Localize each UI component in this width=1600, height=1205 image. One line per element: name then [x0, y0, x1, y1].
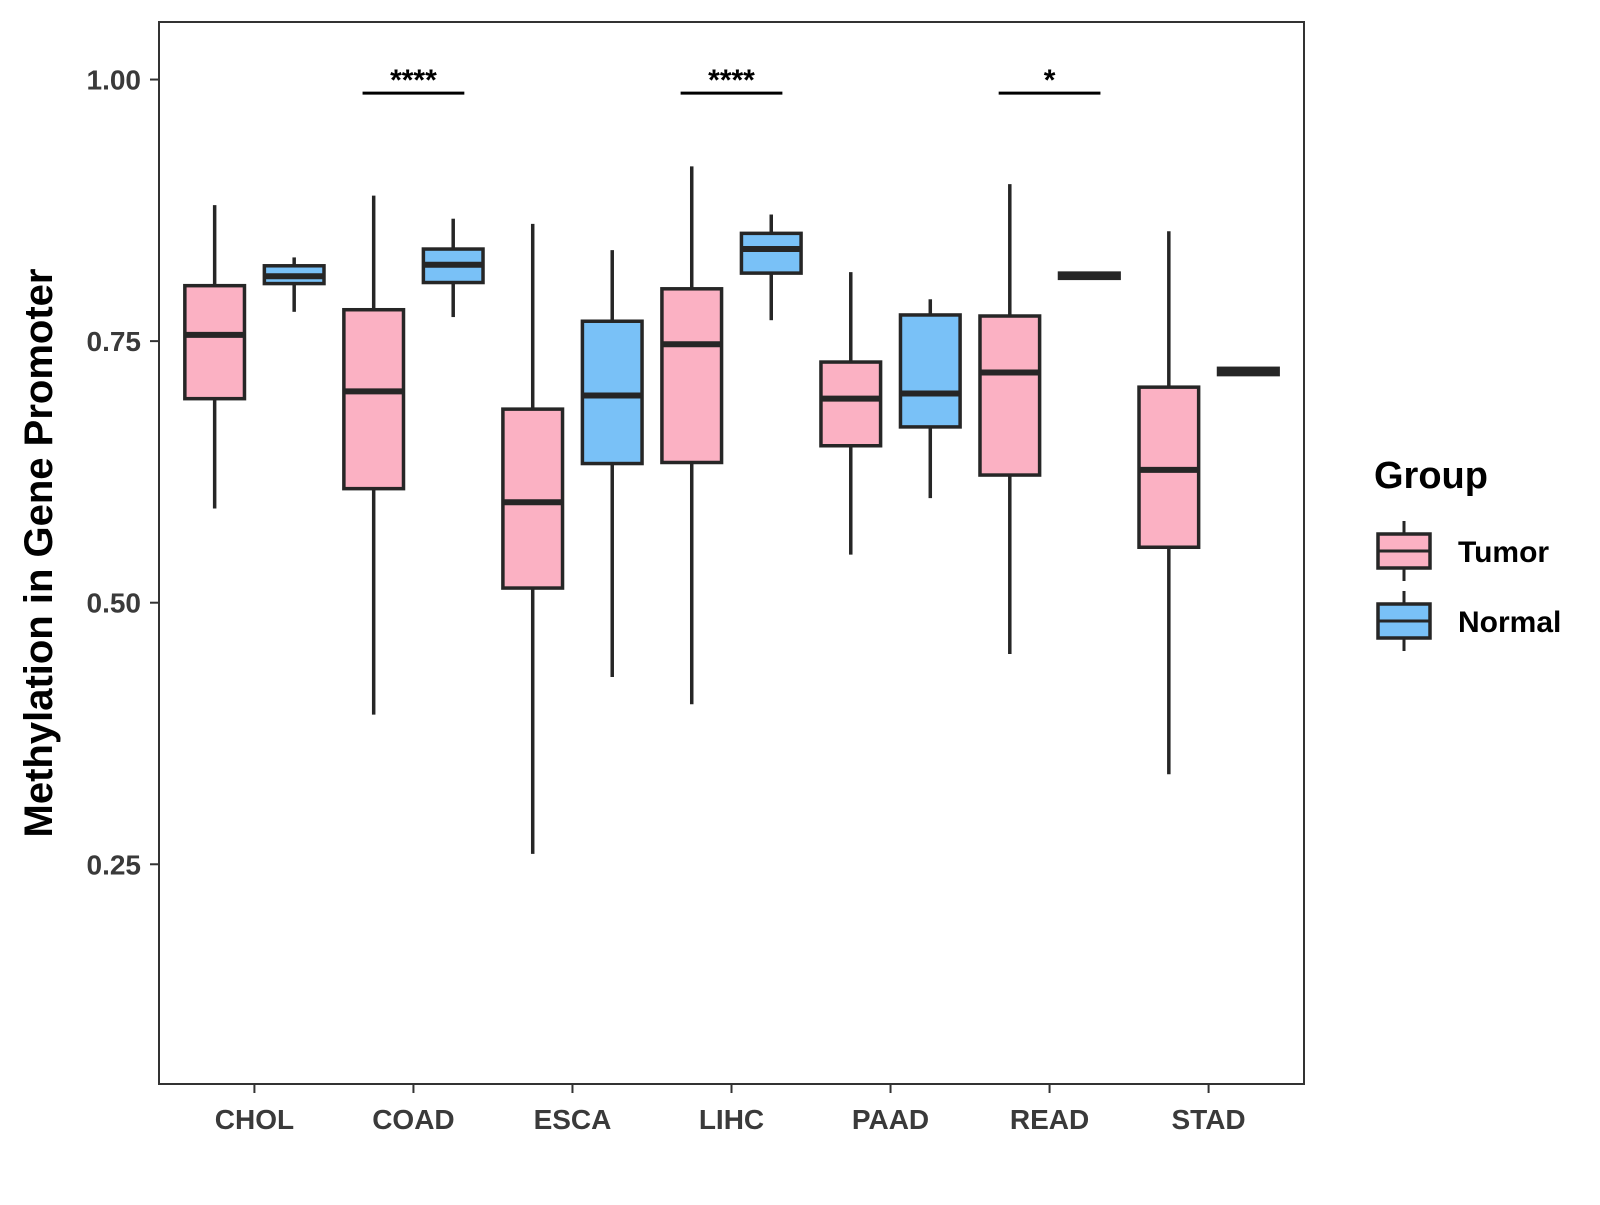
x-tick-label: LIHC [699, 1104, 764, 1135]
box-tumor-chol [183, 205, 247, 509]
y-axis: 0.25 0.50 0.75 1.00 [87, 65, 159, 880]
box-iqr [342, 307, 406, 491]
legend-entry-normal: Normal [1376, 591, 1561, 651]
box-iqr [898, 313, 962, 429]
box-tumor-stad [1137, 231, 1201, 775]
y-tick-label: 1.00 [87, 65, 142, 96]
box-normal-lihc [739, 214, 803, 321]
legend-label: Normal [1458, 606, 1561, 639]
box-tumor-coad [342, 195, 406, 715]
box-iqr [580, 319, 644, 466]
box-tumor-paad [819, 272, 883, 555]
legend-entry-tumor: Tumor [1376, 521, 1549, 581]
box-iqr [819, 360, 883, 448]
box-iqr [183, 283, 247, 401]
box-tumor-lihc [660, 166, 724, 705]
box-normal-esca [580, 250, 644, 677]
box-tumor-read [978, 184, 1042, 654]
legend-title: Group [1374, 455, 1488, 497]
significance-annotations: **** **** * [362, 64, 1101, 97]
box-normal-read [1057, 271, 1121, 281]
y-tick-label: 0.75 [87, 326, 142, 357]
y-tick-label: 0.50 [87, 588, 142, 619]
box-tumor-esca [501, 223, 565, 854]
x-tick-label: READ [1010, 1104, 1089, 1135]
boxplot-marks [183, 166, 1280, 854]
significance-label: **** [708, 64, 755, 97]
x-tick-label: CHOL [215, 1104, 294, 1135]
box-iqr [978, 314, 1042, 477]
x-tick-label: COAD [372, 1104, 454, 1135]
legend: Group Tumor Normal [1374, 455, 1561, 651]
x-tick-label: ESCA [534, 1104, 612, 1135]
x-tick-label: STAD [1172, 1104, 1246, 1135]
legend-label: Tumor [1458, 536, 1549, 569]
box-iqr [739, 231, 803, 275]
box-normal-coad [421, 218, 485, 318]
box-normal-stad [1216, 366, 1280, 377]
box-normal-chol [262, 257, 326, 312]
x-tick-label: PAAD [852, 1104, 929, 1135]
significance-label: * [1044, 64, 1056, 97]
x-axis: CHOL COAD ESCA LIHC PAAD READ STAD [215, 1084, 1246, 1135]
y-tick-label: 0.25 [87, 849, 142, 880]
plot-panel-border [158, 21, 1305, 1085]
significance-label: **** [390, 64, 437, 97]
y-axis-title: Methylation in Gene Promoter [17, 269, 61, 838]
box-normal-paad [898, 299, 962, 499]
box-iqr [660, 287, 724, 465]
box-iqr [501, 407, 565, 590]
